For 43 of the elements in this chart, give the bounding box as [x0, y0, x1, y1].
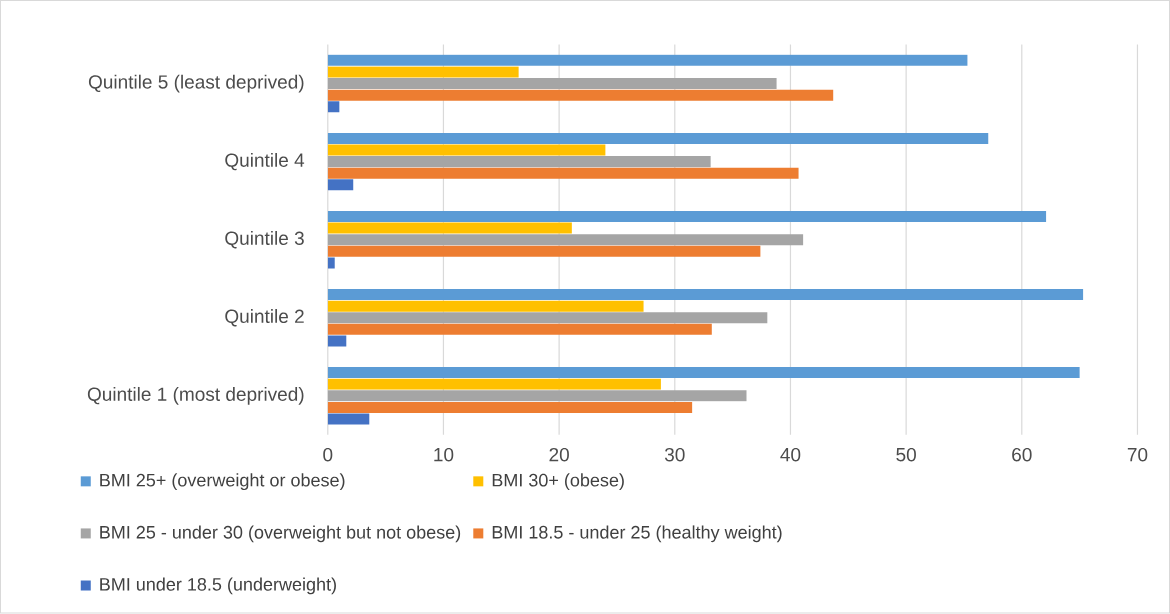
x-tick-label: 70	[1127, 448, 1148, 462]
bar	[327, 413, 370, 425]
bar	[327, 312, 768, 324]
bar	[327, 246, 761, 258]
x-tick-label: 0	[323, 448, 333, 462]
bar	[327, 335, 347, 347]
x-tick-label: 30	[664, 448, 685, 462]
x-tick-label: 40	[780, 448, 801, 462]
bar	[327, 55, 968, 67]
bar	[327, 89, 834, 101]
legend-label: BMI 25+ (overweight or obese)	[100, 473, 345, 491]
x-tick-label: 10	[434, 448, 454, 462]
bar	[327, 156, 711, 168]
bar	[327, 101, 340, 113]
x-tick-label: 60	[1012, 448, 1032, 462]
legend-label: BMI 25 - under 30 (overweight but not obese)	[100, 525, 461, 543]
bar	[327, 378, 661, 390]
bar	[327, 367, 1080, 379]
bar	[327, 324, 712, 336]
bar	[327, 133, 989, 145]
bar	[327, 211, 1047, 223]
bar	[327, 144, 606, 156]
bar	[327, 167, 799, 179]
y-tick-label: Quintile 5 (least deprived)	[88, 74, 304, 93]
bar	[327, 179, 354, 191]
bar	[327, 66, 519, 78]
legend-label: BMI 30+ (obese)	[492, 473, 624, 491]
y-tick-label: Quintile 3	[225, 231, 304, 249]
y-tick-label: Quintile 1 (most deprived)	[87, 387, 304, 405]
bar	[327, 390, 747, 402]
y-tick-label: Quintile 2	[225, 309, 304, 327]
x-tick-label: 50	[896, 448, 916, 462]
x-tick-label: 20	[549, 448, 569, 462]
legend-label: BMI 18.5 - under 25 (healthy weight)	[492, 525, 782, 543]
legend-label: BMI under 18.5 (underweight)	[100, 577, 336, 595]
bar	[327, 234, 804, 246]
bar	[327, 289, 1084, 301]
bar	[327, 402, 693, 414]
bar	[327, 257, 335, 269]
y-tick-label: Quintile 4	[225, 153, 305, 171]
bar	[327, 78, 777, 90]
bar	[327, 300, 644, 312]
bar	[327, 222, 572, 234]
